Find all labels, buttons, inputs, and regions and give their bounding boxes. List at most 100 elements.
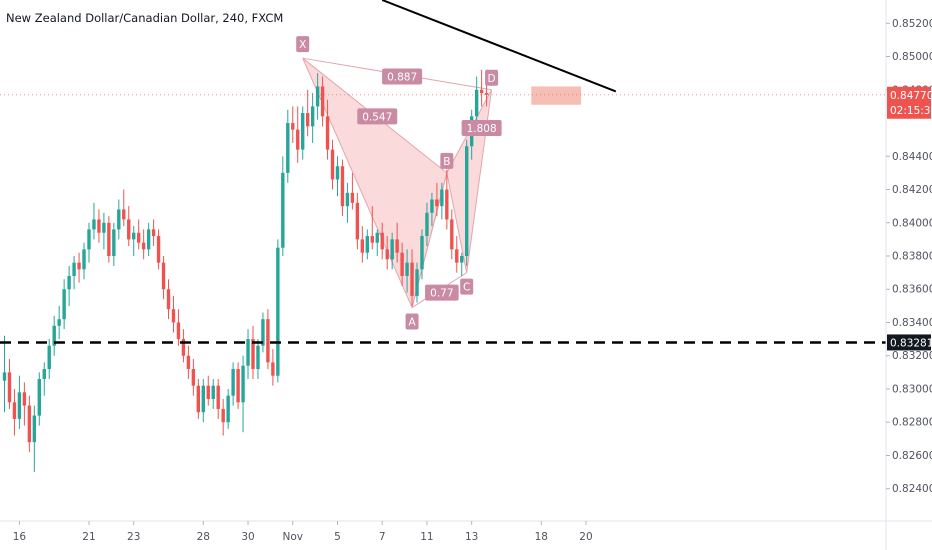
candle bbox=[122, 189, 126, 227]
candle-body bbox=[32, 415, 37, 443]
candle-body bbox=[141, 242, 146, 250]
candle bbox=[355, 192, 360, 250]
drawn-lines[interactable] bbox=[0, 0, 886, 344]
candle-body bbox=[166, 289, 171, 310]
candle bbox=[82, 242, 86, 280]
candle bbox=[455, 236, 459, 273]
price-tick-label: 0.83000 bbox=[892, 383, 932, 395]
time-tick-label: 7 bbox=[379, 531, 386, 543]
candle bbox=[156, 229, 161, 270]
candle bbox=[400, 242, 404, 286]
candle bbox=[32, 405, 37, 473]
candle-body bbox=[395, 239, 399, 253]
candle-body bbox=[380, 232, 384, 250]
candle-body bbox=[251, 339, 255, 370]
candle bbox=[141, 229, 146, 260]
candle-body bbox=[176, 322, 181, 340]
candle-body bbox=[7, 372, 12, 403]
candle-body bbox=[405, 262, 409, 276]
candle-body bbox=[17, 392, 22, 419]
pattern-point-d: D bbox=[488, 73, 496, 85]
candle-body bbox=[370, 236, 374, 243]
horizontal-level-badge bbox=[887, 334, 931, 351]
candle bbox=[17, 375, 22, 429]
candle-body bbox=[390, 239, 394, 260]
candle-body bbox=[360, 239, 365, 253]
candle bbox=[87, 222, 91, 263]
candle bbox=[405, 249, 409, 293]
candle bbox=[176, 309, 181, 346]
candle-body bbox=[430, 199, 434, 213]
candle-body bbox=[286, 123, 290, 173]
time-tick-label: 13 bbox=[465, 531, 478, 543]
pattern-labels: X A B C D 0.887 0.547 0.77 1.808 bbox=[296, 36, 502, 330]
candle-body bbox=[42, 369, 46, 380]
ratio-label: 1.808 bbox=[467, 123, 497, 135]
candle-body bbox=[47, 345, 51, 370]
candle bbox=[226, 388, 230, 429]
time-tick-label: 23 bbox=[127, 531, 140, 543]
candle bbox=[52, 315, 56, 356]
candle-body bbox=[271, 362, 275, 376]
candle-body bbox=[201, 385, 205, 413]
candle bbox=[161, 256, 166, 300]
candle bbox=[281, 156, 285, 256]
candle bbox=[107, 216, 111, 263]
candle bbox=[360, 226, 365, 263]
harmonic-pattern[interactable] bbox=[302, 57, 493, 310]
candle bbox=[365, 229, 370, 260]
ratio-badge bbox=[425, 284, 459, 301]
time-tick-label: 28 bbox=[197, 531, 210, 543]
candle bbox=[296, 106, 300, 163]
candle bbox=[136, 219, 141, 250]
candle-body bbox=[261, 319, 265, 346]
trendline[interactable] bbox=[381, 0, 617, 93]
candle-body bbox=[385, 249, 389, 260]
candle-body bbox=[296, 129, 300, 150]
candle bbox=[395, 222, 399, 263]
price-tick-label: 0.83800 bbox=[892, 251, 932, 263]
candle-body bbox=[281, 172, 285, 248]
pattern-triangle-xab[interactable] bbox=[302, 57, 448, 310]
candle bbox=[201, 379, 205, 423]
candle-body bbox=[196, 385, 201, 413]
price-tick-label: 0.84400 bbox=[892, 151, 932, 163]
candle bbox=[132, 226, 136, 256]
candle-body bbox=[445, 189, 449, 220]
candle bbox=[211, 379, 215, 409]
candle-body bbox=[365, 236, 370, 253]
candle-body bbox=[2, 372, 7, 381]
candle bbox=[67, 265, 71, 306]
candle bbox=[345, 182, 350, 223]
candle-body bbox=[479, 89, 484, 94]
candle-body bbox=[291, 123, 295, 130]
candle bbox=[102, 212, 106, 250]
candle-body bbox=[171, 309, 176, 323]
price-tick-label: 0.82800 bbox=[892, 417, 932, 429]
candle-body bbox=[465, 146, 469, 256]
candle-body bbox=[320, 86, 325, 117]
candle-body bbox=[484, 93, 489, 95]
candle bbox=[2, 335, 7, 413]
candle bbox=[305, 89, 310, 137]
candle-body bbox=[22, 392, 27, 406]
candle-body bbox=[415, 269, 419, 296]
candle bbox=[315, 73, 320, 120]
candle-body bbox=[236, 369, 240, 403]
candle-body bbox=[400, 252, 404, 276]
candle bbox=[310, 93, 315, 143]
candle-body bbox=[122, 209, 126, 220]
time-tick-label: 11 bbox=[420, 531, 433, 543]
candle-body bbox=[455, 249, 459, 263]
candle-body bbox=[87, 229, 91, 250]
time-tick-label: Nov bbox=[283, 531, 304, 543]
candle-body bbox=[420, 236, 424, 270]
pattern-point-badge bbox=[296, 36, 310, 53]
time-tick-label: 30 bbox=[241, 531, 254, 543]
pattern-triangle-bcd[interactable] bbox=[446, 89, 493, 273]
chart-title: New Zealand Dollar/Canadian Dollar, 240,… bbox=[6, 11, 284, 25]
candle bbox=[62, 279, 66, 330]
candle-body bbox=[82, 249, 86, 270]
price-tick-label: 0.82600 bbox=[892, 450, 932, 462]
